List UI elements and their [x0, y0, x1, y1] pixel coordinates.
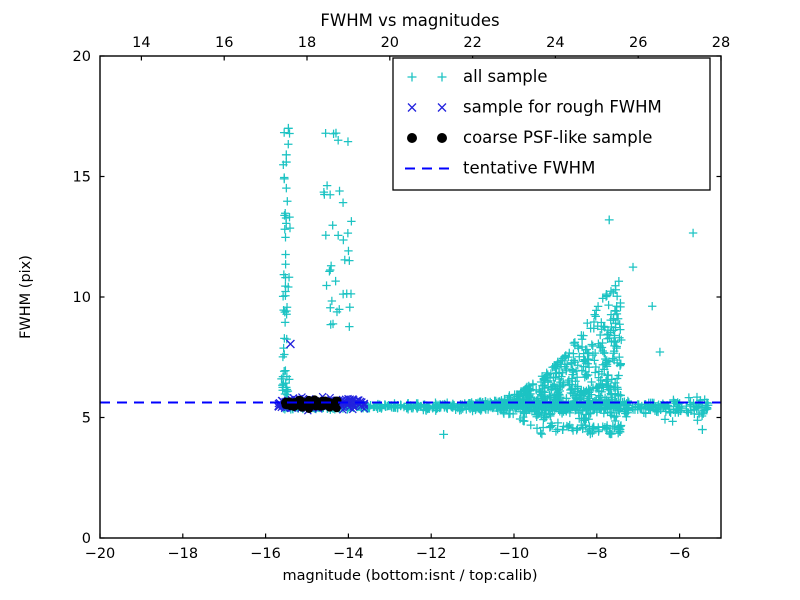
scatter-plot: FWHM vs magnitudes −20 −18 −16 −14 −12 −10 −8 −… — [0, 0, 800, 600]
legend-label: all sample — [463, 67, 548, 86]
top-tick-label: 26 — [629, 35, 647, 51]
x-tick-label: −6 — [669, 546, 690, 562]
top-tick-label: 22 — [463, 35, 481, 51]
y-axis-label: FWHM (pix) — [18, 255, 34, 339]
x-tick-label: −14 — [333, 546, 364, 562]
x-tick-label: −20 — [85, 546, 116, 562]
y-tick-label: 5 — [82, 411, 91, 427]
y-tick-label: 20 — [73, 49, 91, 65]
x-tick-label: −10 — [499, 546, 530, 562]
x-tick-label: −12 — [416, 546, 447, 562]
x-axis-label: magnitude (bottom:isnt / top:calib) — [282, 568, 537, 584]
top-tick-label: 14 — [132, 35, 150, 51]
y-tick-label: 0 — [82, 531, 91, 547]
top-tick-label: 20 — [381, 35, 399, 51]
figure-canvas: FWHM vs magnitudes −20 −18 −16 −14 −12 −10 −8 −… — [0, 0, 800, 600]
top-tick-label: 24 — [546, 35, 564, 51]
y-tick-label: 15 — [73, 170, 91, 186]
chart-title: FWHM vs magnitudes — [320, 11, 499, 30]
y-tick-label: 10 — [73, 290, 91, 306]
x-tick-label: −16 — [250, 546, 281, 562]
legend-label: coarse PSF-like sample — [463, 128, 652, 147]
x-tick-label: −18 — [167, 546, 198, 562]
legend-label: sample for rough FWHM — [463, 98, 662, 117]
legend[interactable]: all sample sample for rough FWHM coarse PS… — [393, 58, 710, 190]
top-tick-label: 28 — [712, 35, 730, 51]
x-tick-label: −8 — [586, 546, 607, 562]
top-tick-label: 18 — [298, 35, 316, 51]
top-tick-label: 16 — [215, 35, 233, 51]
legend-label: tentative FWHM — [463, 159, 595, 178]
